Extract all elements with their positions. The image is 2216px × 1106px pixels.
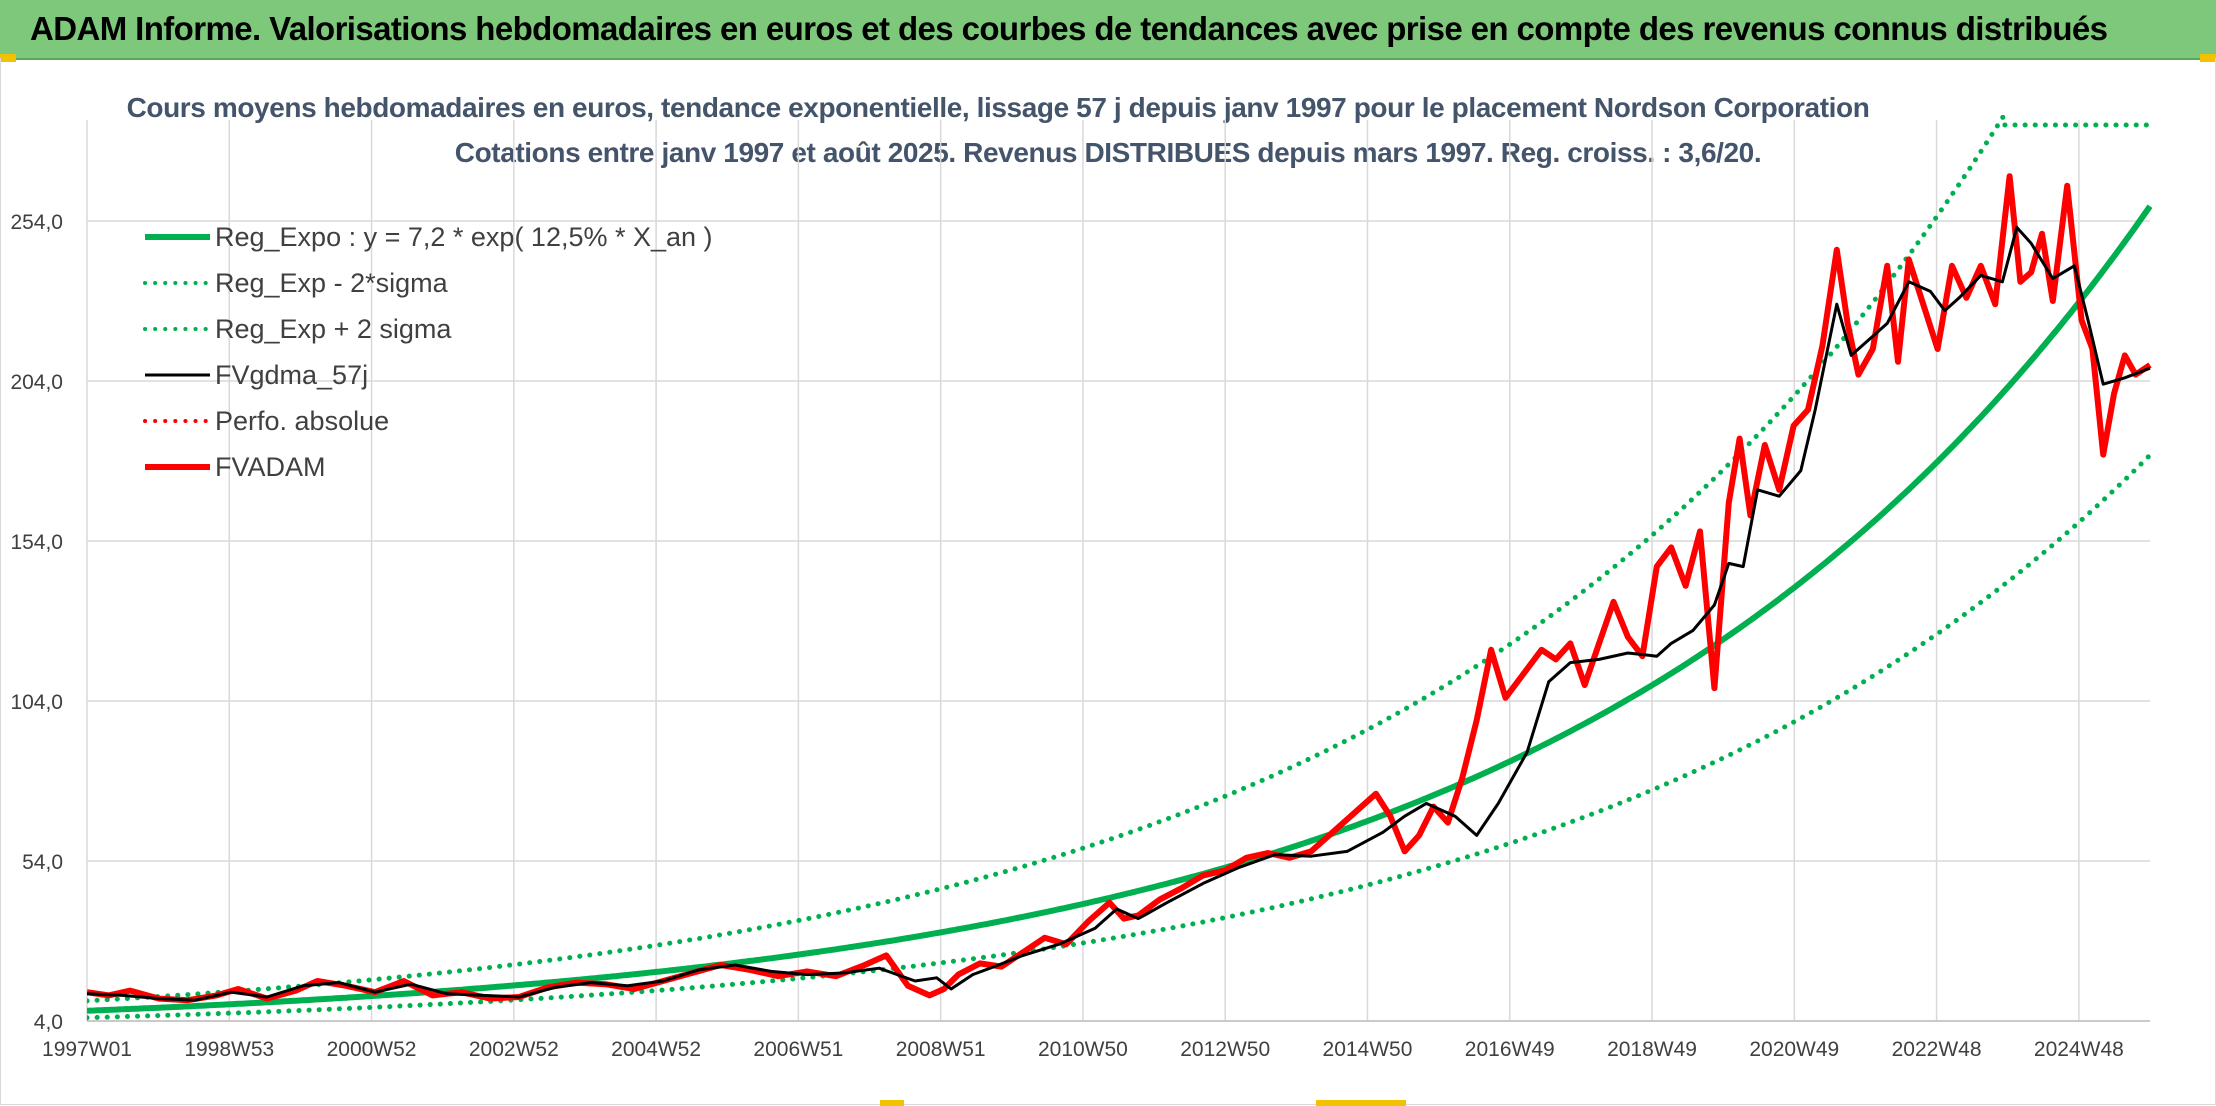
corner-marker-left [0, 54, 16, 62]
y-tick-label: 4,0 [34, 1011, 63, 1034]
x-tick-label: 2020W49 [1749, 1038, 1839, 1061]
banner-title: ADAM Informe. Valorisations hebdomadaire… [30, 10, 2108, 47]
plot-area [87, 115, 2152, 1021]
series-fvadam [87, 173, 2152, 1004]
x-tick-label: 2016W49 [1465, 1038, 1555, 1061]
x-tick-label: 2000W52 [327, 1038, 417, 1061]
corner-marker-right [2200, 54, 2216, 62]
x-tick-label: 1997W01 [42, 1038, 132, 1061]
x-tick-label: 2010W50 [1038, 1038, 1128, 1061]
bottom-marker-1 [880, 1100, 904, 1106]
legend-label: Reg_Exp - 2*sigma [215, 268, 449, 298]
x-tick-label: 2008W51 [896, 1038, 986, 1061]
series-reg-minus-2sigma [87, 452, 2152, 1021]
banner: ADAM Informe. Valorisations hebdomadaire… [0, 0, 2216, 60]
x-tick-label: 2022W48 [1892, 1038, 1982, 1061]
legend-label: FVADAM [215, 452, 326, 482]
x-tick-label: 2004W52 [611, 1038, 701, 1061]
series-reg-plus-2sigma [87, 115, 2008, 1004]
legend-label: FVgdma_57j [215, 360, 368, 390]
x-tick-label: 2006W51 [753, 1038, 843, 1061]
bottom-marker-2 [1316, 1100, 1406, 1106]
x-tick-label: 2002W52 [469, 1038, 559, 1061]
x-tick-label: 2014W50 [1323, 1038, 1413, 1061]
x-tick-label: 2018W49 [1607, 1038, 1697, 1061]
y-tick-label: 204,0 [10, 371, 63, 394]
y-tick-label: 154,0 [10, 531, 63, 554]
y-tick-label: 104,0 [10, 691, 63, 714]
legend-label: Reg_Exp + 2 sigma [215, 314, 452, 344]
x-tick-label: 2012W50 [1180, 1038, 1270, 1061]
x-tick-label: 1998W53 [184, 1038, 274, 1061]
legend-label: Perfo. absolue [215, 406, 389, 436]
y-tick-label: 54,0 [22, 851, 63, 874]
chart-subtitle: Cotations entre janv 1997 et août 2025. … [454, 137, 1762, 168]
chart-title: Cours moyens hebdomadaires en euros, ten… [126, 92, 1870, 123]
y-tick-label: 254,0 [10, 211, 63, 234]
legend-label: Reg_Expo : y = 7,2 * exp( 12,5% * X_an ) [215, 222, 713, 252]
x-tick-label: 2024W48 [2034, 1038, 2124, 1061]
series-fvgdma-57j [87, 225, 2151, 1002]
